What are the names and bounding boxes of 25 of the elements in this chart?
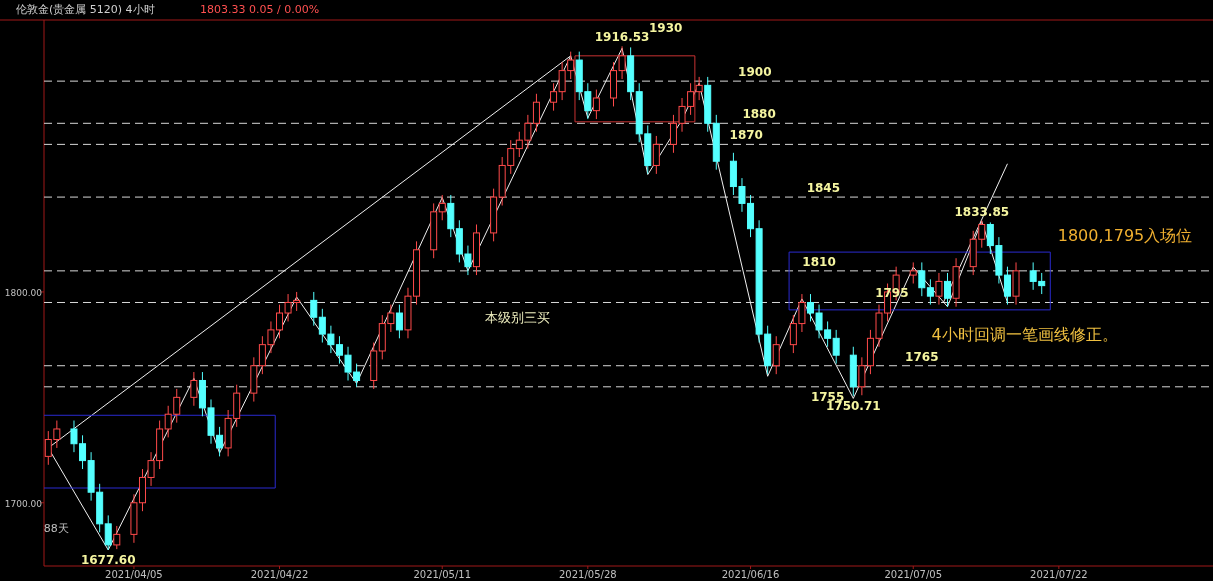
annotation: 1765 [905,349,939,364]
chart-title: 伦敦金(贵金属 5120) 4小时 [16,3,155,16]
annotation: 4小时回调一笔画线修正。 [931,324,1118,344]
x-tick-label: 2021/05/28 [559,569,617,580]
y-tick-label: 1700.00 [4,498,43,509]
annotation: 1800,1795入场位 [1057,226,1193,246]
y-tick-label: 1800.00 [4,287,43,298]
annotation: 1930 [648,20,683,35]
annotation: 88天 [43,521,69,535]
annotation: 1916.53 [594,30,650,45]
annotation: 1870 [729,128,763,143]
annotation: 1880 [742,107,776,122]
x-tick-label: 2021/05/11 [413,569,472,580]
x-tick-label: 2021/07/05 [884,569,943,580]
x-tick-label: 2021/07/22 [1030,569,1088,580]
annotation: 1677.60 [80,552,136,567]
annotation: 本级别三买 [485,310,551,326]
x-tick-label: 2021/06/16 [721,569,780,580]
annotation: 1900 [738,65,772,80]
annotation: 1833.85 [954,204,1010,219]
annotation: 1810 [802,254,836,269]
chart-subtitle: 1803.33 0.05 / 0.00% [200,3,320,16]
annotation: 1845 [806,181,841,196]
x-tick-label: 2021/04/22 [250,569,309,580]
x-tick-label: 2021/04/05 [105,569,163,580]
